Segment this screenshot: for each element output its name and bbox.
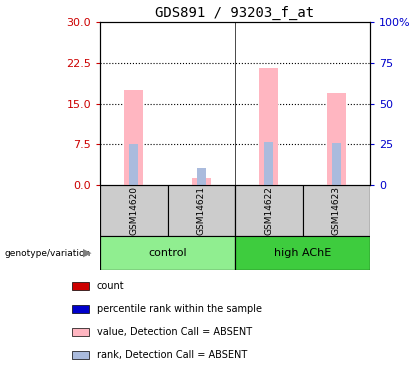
Bar — [192, 178, 211, 185]
Bar — [168, 185, 235, 236]
Text: GSM14622: GSM14622 — [264, 186, 273, 235]
Bar — [332, 143, 341, 185]
Text: GSM14620: GSM14620 — [129, 186, 138, 235]
Bar — [259, 68, 278, 185]
Bar — [235, 185, 302, 236]
Bar — [235, 236, 370, 270]
Bar — [265, 141, 273, 185]
Bar — [100, 236, 235, 270]
Bar — [302, 185, 370, 236]
Bar — [124, 90, 143, 185]
Text: GSM14621: GSM14621 — [197, 186, 206, 235]
Text: control: control — [148, 248, 187, 258]
Title: GDS891 / 93203_f_at: GDS891 / 93203_f_at — [155, 6, 315, 20]
Bar — [100, 185, 168, 236]
Bar — [129, 144, 138, 185]
Text: percentile rank within the sample: percentile rank within the sample — [97, 304, 262, 314]
Text: high AChE: high AChE — [274, 248, 331, 258]
Text: GSM14623: GSM14623 — [332, 186, 341, 235]
Bar — [197, 168, 205, 185]
Text: count: count — [97, 281, 124, 291]
Text: genotype/variation: genotype/variation — [4, 249, 90, 258]
Bar — [327, 93, 346, 185]
Bar — [73, 351, 89, 359]
Bar — [73, 328, 89, 336]
Text: ▶: ▶ — [83, 248, 92, 258]
Text: rank, Detection Call = ABSENT: rank, Detection Call = ABSENT — [97, 350, 247, 360]
Bar — [73, 304, 89, 313]
Bar — [73, 282, 89, 290]
Text: value, Detection Call = ABSENT: value, Detection Call = ABSENT — [97, 327, 252, 337]
